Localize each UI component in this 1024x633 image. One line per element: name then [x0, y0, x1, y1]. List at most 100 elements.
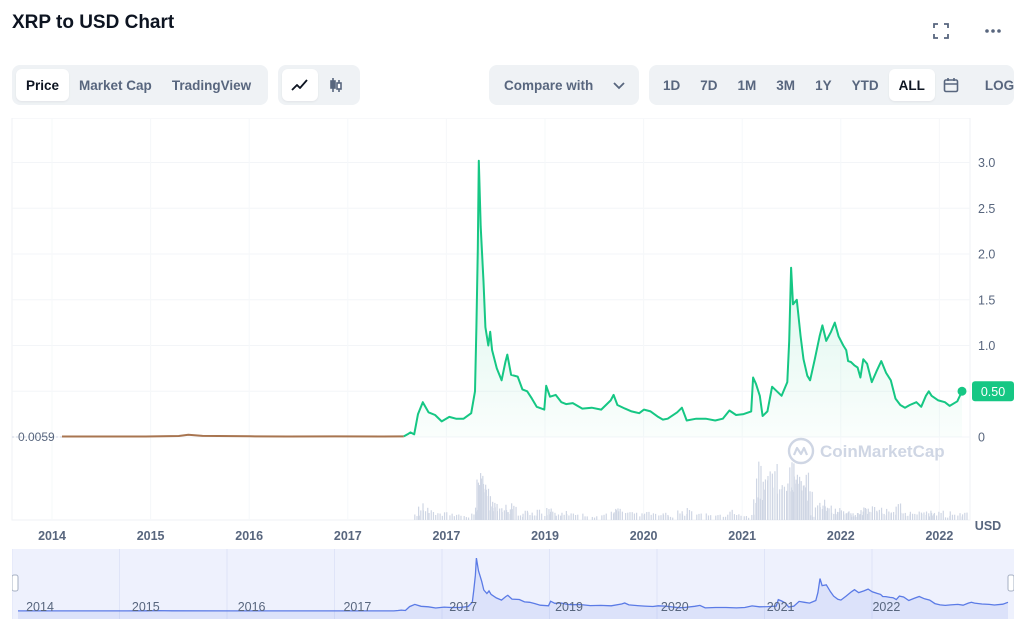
volume-bar [631, 512, 633, 520]
log-toggle[interactable]: LOG [984, 77, 1015, 93]
navigator-area [18, 558, 1008, 619]
volume-bar [719, 514, 721, 520]
volume-bar [672, 517, 674, 520]
volume-bar [570, 513, 572, 520]
volume-bar [930, 512, 933, 520]
volume-bar [534, 515, 536, 520]
range-1y[interactable]: 1Y [815, 77, 832, 93]
tab-market-cap[interactable]: Market Cap [79, 77, 152, 93]
volume-bar [496, 511, 499, 520]
volume-bar [852, 513, 854, 520]
volume-bar [863, 507, 865, 520]
volume-bar [799, 476, 801, 520]
candlestick-icon[interactable] [318, 69, 354, 101]
volume-bar [603, 514, 605, 520]
volume-bar [619, 508, 621, 520]
volume-bar [918, 511, 920, 520]
volume-bar [451, 513, 453, 520]
navigator-left-handle[interactable] [11, 574, 19, 592]
navigator-tick-label: 2017 [343, 600, 371, 614]
volume-bar [629, 512, 631, 520]
volume-bar [557, 514, 560, 520]
volume-bar [954, 514, 956, 520]
range-all[interactable]: ALL [888, 69, 935, 101]
volume-bar [563, 514, 565, 520]
compare-dropdown[interactable]: Compare with [489, 65, 639, 105]
volume-bar [418, 515, 420, 520]
volume-bar [560, 515, 562, 520]
volume-bar [501, 512, 503, 520]
volume-bar [677, 510, 679, 520]
volume-bar [764, 489, 766, 520]
volume-bar [860, 510, 862, 520]
volume-bar [853, 516, 855, 520]
range-navigator[interactable]: 2014 2015 2016 2017 2017 2019 2020 2021 2022 [11, 549, 1015, 619]
volume-bar [886, 508, 888, 520]
navigator-background [12, 549, 1014, 619]
volume-bar [441, 515, 443, 520]
volume-bar [610, 511, 612, 520]
volume-bar [874, 507, 876, 520]
volume-bar [427, 507, 429, 520]
volume-bar [612, 513, 615, 520]
range-1m[interactable]: 1M [737, 77, 757, 93]
volume-bar [959, 513, 961, 520]
volume-bar [857, 513, 859, 520]
x-tick-label: 2020 [630, 529, 658, 543]
fullscreen-icon[interactable] [930, 20, 952, 42]
volume-bar [541, 513, 543, 520]
line-chart-icon[interactable] [282, 69, 318, 101]
volume-bar [729, 511, 731, 520]
range-3m[interactable]: 3M [776, 77, 796, 93]
volume-bar [554, 512, 556, 520]
calendar-icon[interactable] [935, 69, 967, 101]
volume-bar [517, 515, 519, 520]
volume-bar [477, 510, 479, 520]
coinmarketcap-watermark: CoinMarketCap [787, 437, 945, 465]
volume-bar [738, 514, 740, 520]
range-1d[interactable]: 1D [663, 77, 681, 93]
volume-bar [769, 471, 771, 520]
y-tick-label: 1.5 [978, 293, 995, 307]
volume-bar [490, 508, 492, 520]
volume-bar [443, 512, 446, 520]
volume-bar [864, 507, 867, 520]
volume-bar [509, 514, 511, 520]
navigator-tick-label: 2015 [132, 600, 160, 614]
tab-price[interactable]: Price [16, 69, 70, 101]
volume-bar [905, 516, 907, 520]
chevron-down-icon [613, 78, 625, 93]
navigator-right-handle[interactable] [1007, 574, 1015, 592]
volume-bar [839, 508, 841, 520]
volume-bar [836, 511, 839, 520]
volume-bar [483, 492, 485, 520]
volume-bar [753, 499, 755, 520]
more-horizontal-icon[interactable] [982, 20, 1004, 42]
volume-bar [437, 513, 439, 520]
tab-tradingview[interactable]: TradingView [171, 77, 252, 93]
volume-bar [772, 487, 774, 520]
volume-bar [823, 499, 826, 520]
volume-bar [802, 485, 805, 520]
range-ytd[interactable]: YTD [851, 77, 879, 93]
volume-bar [650, 514, 652, 520]
x-axis: 2014 2015 2016 2017 2017 2019 2020 2021 2022 2022 [38, 529, 953, 543]
price-chart[interactable]: CoinMarketCap 0 1.0 1.5 2.0 2.5 3.0 2014 2015 2… [0, 117, 1024, 548]
volume-bar [828, 508, 830, 520]
volume-bar [455, 514, 458, 520]
range-selector: 1D 7D 1M 3M 1Y YTD ALL LOG [649, 65, 1014, 105]
range-7d[interactable]: 7D [700, 77, 718, 93]
x-tick-label: 2016 [235, 529, 263, 543]
page-title: XRP to USD Chart [12, 12, 175, 33]
volume-bar [478, 485, 480, 520]
volume-bar [902, 513, 904, 520]
volume-bar [878, 509, 880, 520]
volume-bar [475, 511, 477, 520]
volume-bar [655, 513, 657, 520]
volume-bar [615, 510, 617, 520]
volume-bar [458, 514, 460, 520]
volume-bar [420, 510, 422, 520]
volume-bar [793, 491, 795, 520]
volume-bar [572, 513, 574, 520]
volume-bar [617, 508, 619, 520]
